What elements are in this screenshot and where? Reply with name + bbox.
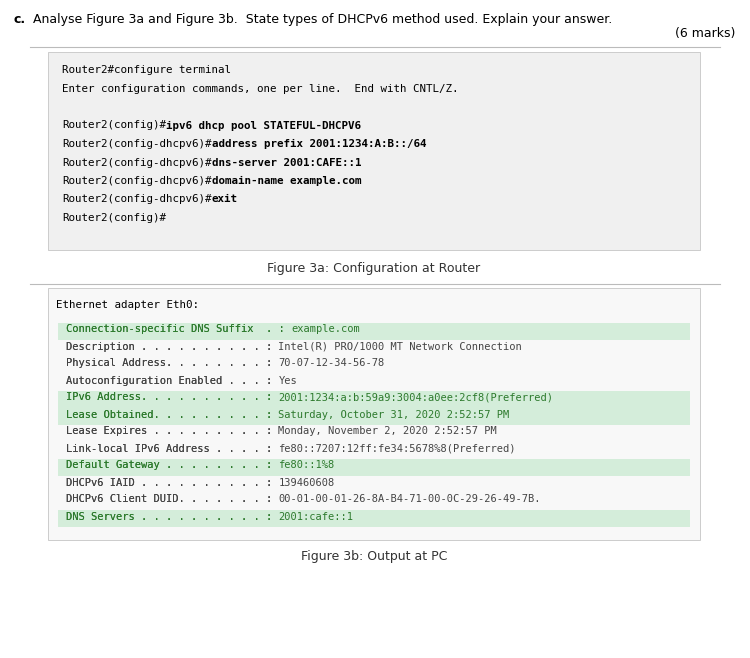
- Text: Link-local IPv6 Address . . . . :: Link-local IPv6 Address . . . . :: [66, 443, 278, 453]
- Text: IPv6 Address. . . . . . . . . . :: IPv6 Address. . . . . . . . . . :: [66, 393, 278, 403]
- Text: Lease Obtained. . . . . . . . . :: Lease Obtained. . . . . . . . . :: [66, 409, 278, 420]
- Text: Physical Address. . . . . . . . :: Physical Address. . . . . . . . :: [66, 359, 278, 368]
- Text: Description . . . . . . . . . . :: Description . . . . . . . . . . :: [66, 342, 278, 351]
- Text: Router2(config-dhcpv6)#: Router2(config-dhcpv6)#: [62, 139, 211, 149]
- Text: Enter configuration commands, one per line.  End with CNTL/Z.: Enter configuration commands, one per li…: [62, 84, 458, 93]
- Text: DHCPv6 Client DUID. . . . . . . :: DHCPv6 Client DUID. . . . . . . :: [66, 495, 278, 505]
- Text: Connection-specific DNS Suffix  . :: Connection-specific DNS Suffix . :: [66, 324, 291, 334]
- Text: Monday, November 2, 2020 2:52:57 PM: Monday, November 2, 2020 2:52:57 PM: [278, 426, 497, 436]
- Text: Analyse Figure 3a and Figure 3b.  State types of DHCPv6 method used. Explain you: Analyse Figure 3a and Figure 3b. State t…: [33, 13, 612, 26]
- FancyBboxPatch shape: [48, 52, 700, 250]
- Text: Default Gateway . . . . . . . . :: Default Gateway . . . . . . . . :: [66, 461, 278, 470]
- Text: domain-name example.com: domain-name example.com: [211, 176, 361, 186]
- Text: fe80::1%8: fe80::1%8: [278, 461, 334, 470]
- Text: 70-07-12-34-56-78: 70-07-12-34-56-78: [278, 359, 385, 368]
- Text: Connection-specific DNS Suffix  . :: Connection-specific DNS Suffix . :: [66, 324, 291, 334]
- Text: 2001:cafe::1: 2001:cafe::1: [278, 511, 353, 522]
- Text: Router2(config-dhcpv6)#: Router2(config-dhcpv6)#: [62, 157, 211, 168]
- Text: dns-server 2001:CAFE::1: dns-server 2001:CAFE::1: [211, 157, 361, 168]
- Text: DHCPv6 Client DUID. . . . . . . :: DHCPv6 Client DUID. . . . . . . :: [66, 495, 278, 505]
- Text: Physical Address. . . . . . . . :: Physical Address. . . . . . . . :: [66, 359, 278, 368]
- Text: Router2(config)#: Router2(config)#: [62, 120, 166, 130]
- Text: DNS Servers . . . . . . . . . . :: DNS Servers . . . . . . . . . . :: [66, 511, 278, 522]
- Text: Intel(R) PRO/1000 MT Network Connection: Intel(R) PRO/1000 MT Network Connection: [278, 342, 522, 351]
- Text: Router2#configure terminal: Router2#configure terminal: [62, 65, 231, 75]
- FancyBboxPatch shape: [58, 459, 690, 476]
- FancyBboxPatch shape: [58, 510, 690, 527]
- Text: c.: c.: [14, 13, 26, 26]
- Text: fe80::7207:12ff:fe34:5678%8(Preferred): fe80::7207:12ff:fe34:5678%8(Preferred): [278, 443, 516, 453]
- Text: Default Gateway . . . . . . . . :: Default Gateway . . . . . . . . :: [66, 461, 278, 470]
- Text: 00-01-00-01-26-8A-B4-71-00-0C-29-26-49-7B.: 00-01-00-01-26-8A-B4-71-00-0C-29-26-49-7…: [278, 495, 541, 505]
- Text: Link-local IPv6 Address . . . . :: Link-local IPv6 Address . . . . :: [66, 443, 278, 453]
- Text: (6 marks): (6 marks): [675, 27, 735, 40]
- Text: Figure 3a: Configuration at Router: Figure 3a: Configuration at Router: [268, 262, 481, 275]
- Text: Figure 3b: Output at PC: Figure 3b: Output at PC: [301, 550, 447, 563]
- Text: Yes: Yes: [278, 376, 297, 386]
- Text: 2001:1234:a:b:59a9:3004:a0ee:2cf8(Preferred): 2001:1234:a:b:59a9:3004:a0ee:2cf8(Prefer…: [278, 393, 554, 403]
- Text: address prefix 2001:1234:A:B::/64: address prefix 2001:1234:A:B::/64: [211, 139, 426, 149]
- Text: Router2(config-dhcpv6)#: Router2(config-dhcpv6)#: [62, 176, 211, 186]
- Text: exit: exit: [211, 195, 238, 205]
- Text: Autoconfiguration Enabled . . . :: Autoconfiguration Enabled . . . :: [66, 376, 278, 386]
- FancyBboxPatch shape: [58, 391, 690, 408]
- Text: DNS Servers . . . . . . . . . . :: DNS Servers . . . . . . . . . . :: [66, 511, 278, 522]
- FancyBboxPatch shape: [58, 408, 690, 425]
- Text: Lease Obtained. . . . . . . . . :: Lease Obtained. . . . . . . . . :: [66, 409, 278, 420]
- Text: 139460608: 139460608: [278, 478, 334, 488]
- Text: DHCPv6 IAID . . . . . . . . . . :: DHCPv6 IAID . . . . . . . . . . :: [66, 478, 278, 488]
- FancyBboxPatch shape: [58, 323, 690, 340]
- Text: Router2(config)#: Router2(config)#: [62, 213, 166, 223]
- Text: ipv6 dhcp pool STATEFUL-DHCPV6: ipv6 dhcp pool STATEFUL-DHCPV6: [166, 120, 361, 130]
- Text: Autoconfiguration Enabled . . . :: Autoconfiguration Enabled . . . :: [66, 376, 278, 386]
- Text: Lease Expires . . . . . . . . . :: Lease Expires . . . . . . . . . :: [66, 426, 278, 436]
- Text: Saturday, October 31, 2020 2:52:57 PM: Saturday, October 31, 2020 2:52:57 PM: [278, 409, 510, 420]
- Text: Router2(config-dhcpv6)#: Router2(config-dhcpv6)#: [62, 195, 211, 205]
- FancyBboxPatch shape: [48, 288, 700, 540]
- Text: example.com: example.com: [291, 324, 360, 334]
- Text: DHCPv6 IAID . . . . . . . . . . :: DHCPv6 IAID . . . . . . . . . . :: [66, 478, 278, 488]
- Text: IPv6 Address. . . . . . . . . . :: IPv6 Address. . . . . . . . . . :: [66, 393, 278, 403]
- Text: Lease Expires . . . . . . . . . :: Lease Expires . . . . . . . . . :: [66, 426, 278, 436]
- Text: Description . . . . . . . . . . :: Description . . . . . . . . . . :: [66, 342, 278, 351]
- Text: Ethernet adapter Eth0:: Ethernet adapter Eth0:: [56, 300, 199, 310]
